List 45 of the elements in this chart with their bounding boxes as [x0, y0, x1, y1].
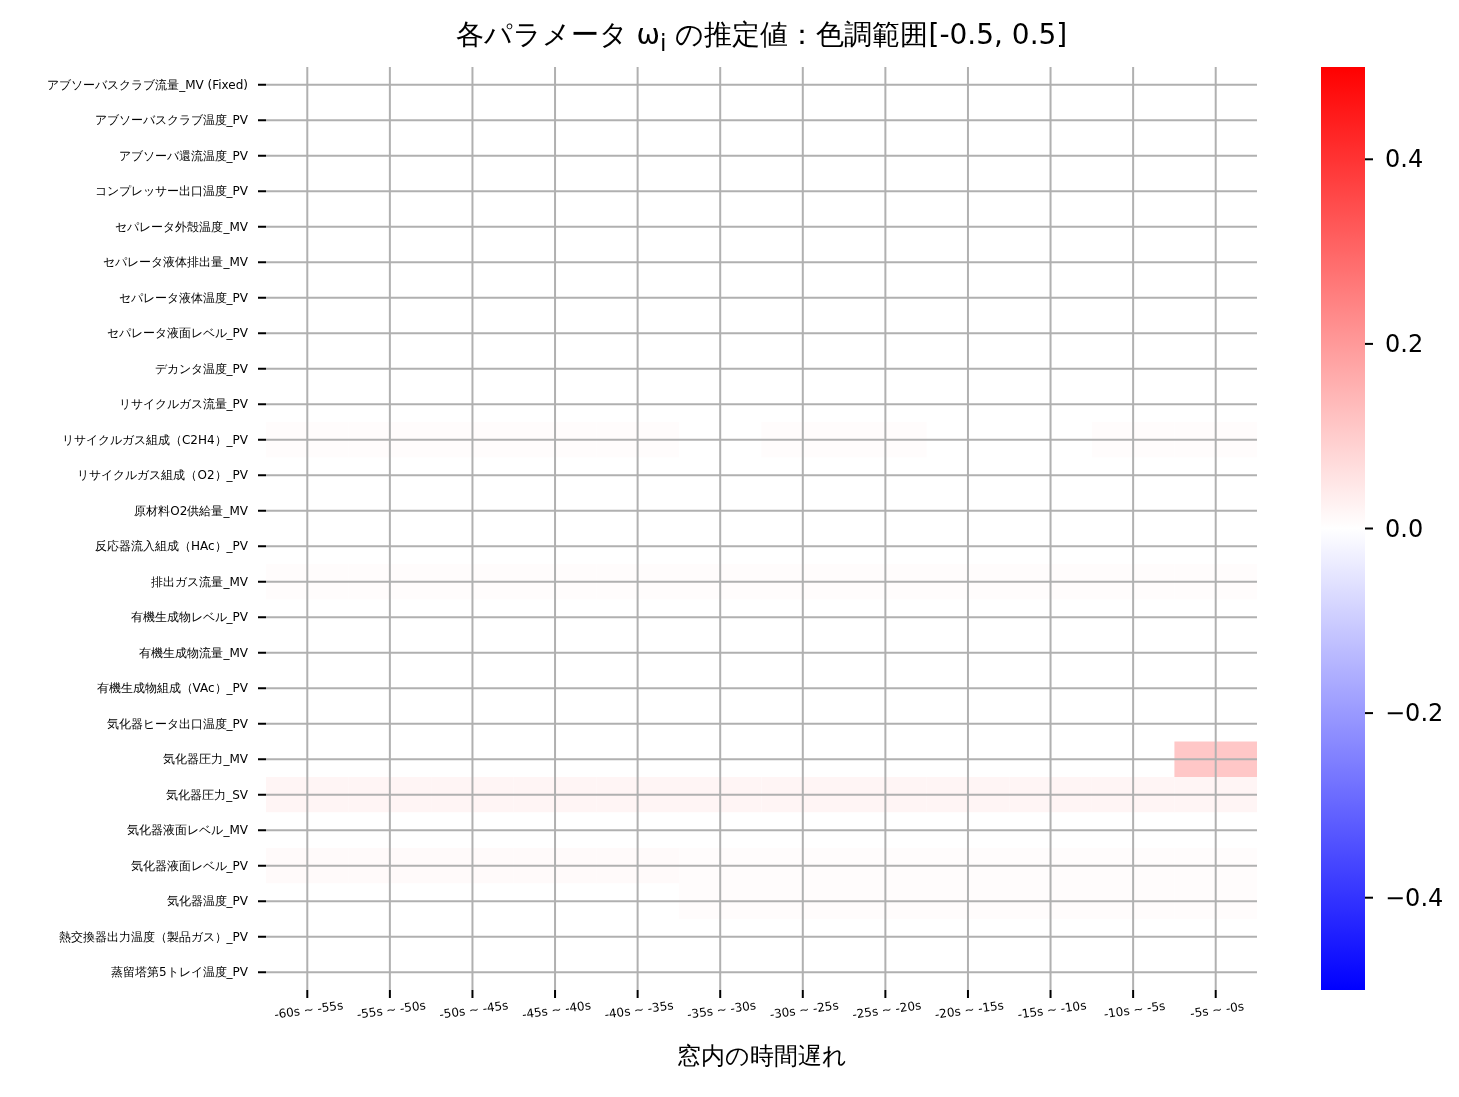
x-axis-title: 窓内の時間遅れ: [675, 1041, 848, 1072]
y-tick-label: 有機生成物レベル_PV: [130, 610, 249, 625]
x-tick-label: -35s ~ -30s: [686, 998, 757, 1022]
y-tick-label: セパレータ外殻温度_MV: [115, 219, 249, 234]
y-tick-label: リサイクルガス流量_PV: [118, 397, 249, 412]
x-tick-label: -55s ~ -50s: [355, 998, 427, 1022]
x-tick-label: -30s ~ -25s: [768, 998, 840, 1022]
chart-title: 各パラメータ ω$_{i}$ の推定値：色調範囲[-0.5, 0.5]: [454, 17, 1069, 57]
color-bar-label: −0.2: [1385, 699, 1444, 728]
y-tick-label: 気化器液面レベル_PV: [130, 858, 249, 873]
y-tick-label: 気化器圧力_MV: [163, 752, 249, 767]
y-tick-label: 蒸留塔第5トレイ温度_PV: [110, 965, 249, 980]
y-tick-label: アブソーバスクラブ流量_MV (Fixed): [47, 77, 248, 92]
y-tick-label: 気化器ヒータ出口温度_PV: [106, 716, 249, 731]
y-tick-label: 気化器圧力_SV: [166, 787, 249, 802]
y-tick-label: リサイクルガス組成（C2H4）_PV: [61, 432, 249, 447]
y-tick-label: 反応器流入組成（HAc）_PV: [94, 539, 249, 554]
y-tick-label: セパレータ液体排出量_MV: [103, 255, 249, 270]
y-tick-label: アブソーバスクラブ温度_PV: [94, 113, 249, 128]
y-tick-label: セパレータ液体温度_PV: [118, 290, 249, 305]
color-bar-label: 0.4: [1385, 145, 1424, 174]
y-tick-label: 排出ガス流量_MV: [151, 574, 249, 589]
y-tick-label: 有機生成物流量_MV: [139, 645, 249, 660]
y-tick-label: 原材料O2供給量_MV: [134, 503, 249, 518]
y-tick-label: リサイクルガス組成（O2）_PV: [77, 468, 249, 483]
x-tick-label: -10s ~ -5s: [1102, 998, 1167, 1022]
color-bar-label: 0.0: [1385, 514, 1424, 543]
y-tick-label: デカンタ温度_PV: [154, 361, 249, 376]
x-tick-label: -5s ~ -0s: [1189, 999, 1245, 1021]
x-tick-label: -45s ~ -40s: [521, 998, 592, 1022]
y-tick-label: 熱交換器出力温度（製品ガス）_PV: [58, 929, 249, 944]
y-tick-label: アブソーバ還流温度_PV: [118, 148, 249, 163]
x-tick-label: -20s ~ -15s: [934, 998, 1005, 1022]
y-tick-label: 気化器温度_PV: [166, 894, 249, 909]
x-tick-label: -40s ~ -35s: [603, 998, 675, 1022]
y-tick-label: セパレータ液面レベル_PV: [106, 326, 249, 341]
x-tick-label: -60s ~ -55s: [273, 998, 345, 1022]
y-tick-label: コンプレッサー出口温度_PV: [94, 184, 249, 199]
x-tick-label: -50s ~ -45s: [438, 998, 510, 1022]
color-bar-label: 0.2: [1385, 329, 1424, 358]
y-tick-label: 有機生成物組成（VAc）_PV: [96, 681, 249, 696]
color-bar-label: −0.4: [1385, 883, 1444, 912]
x-tick-label: -25s ~ -20s: [851, 998, 923, 1022]
x-tick-label: -15s ~ -10s: [1016, 998, 1088, 1022]
y-tick-label: 気化器液面レベル_MV: [127, 823, 249, 838]
